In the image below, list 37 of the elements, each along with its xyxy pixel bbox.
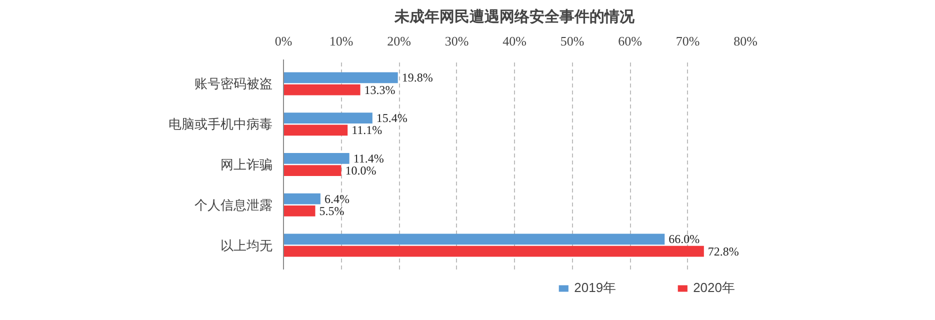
data-label: 72.8% <box>708 244 739 258</box>
y-tick-label: 以上均无 <box>220 238 272 253</box>
bar <box>284 84 360 96</box>
x-tick-label: 70% <box>676 34 700 48</box>
bar <box>284 246 704 257</box>
x-tick-label: 10% <box>329 34 354 48</box>
legend-label: 2020年 <box>693 279 735 297</box>
data-label: 13.3% <box>364 82 396 97</box>
data-label: 19.8% <box>402 70 433 85</box>
bar <box>284 72 398 84</box>
bar <box>284 234 665 245</box>
x-tick-label: 50% <box>560 34 584 48</box>
x-tick-label: 40% <box>502 34 527 48</box>
data-label: 11.4% <box>353 151 384 166</box>
y-tick-label: 电脑或手机中病毒 <box>168 116 272 132</box>
x-tick-label: 20% <box>387 34 412 48</box>
data-label: 5.5% <box>319 204 344 218</box>
bar <box>284 152 350 164</box>
bar <box>284 193 320 204</box>
bar <box>284 165 342 176</box>
data-label: 10.0% <box>345 164 376 178</box>
data-label: 6.4% <box>324 192 350 206</box>
x-tick-label: 60% <box>618 34 642 48</box>
y-tick-label: 个人信息泄露 <box>194 197 272 212</box>
bar <box>284 112 372 124</box>
bar <box>284 124 348 136</box>
x-tick-label: 0% <box>274 34 292 48</box>
x-tick-label: 80% <box>734 34 758 48</box>
data-label: 66.0% <box>668 232 700 246</box>
x-tick-label: 30% <box>444 34 469 48</box>
bar <box>284 205 316 216</box>
y-tick-label: 账号密码被盗 <box>194 76 272 92</box>
legend-label: 2019年 <box>574 279 616 297</box>
y-tick-label: 网上诈骗 <box>220 157 272 172</box>
data-label: 11.1% <box>352 123 382 138</box>
chart-title: 未成年网民遭遇网络安全事件的情况 <box>394 8 636 26</box>
data-label: 15.4% <box>376 111 408 126</box>
